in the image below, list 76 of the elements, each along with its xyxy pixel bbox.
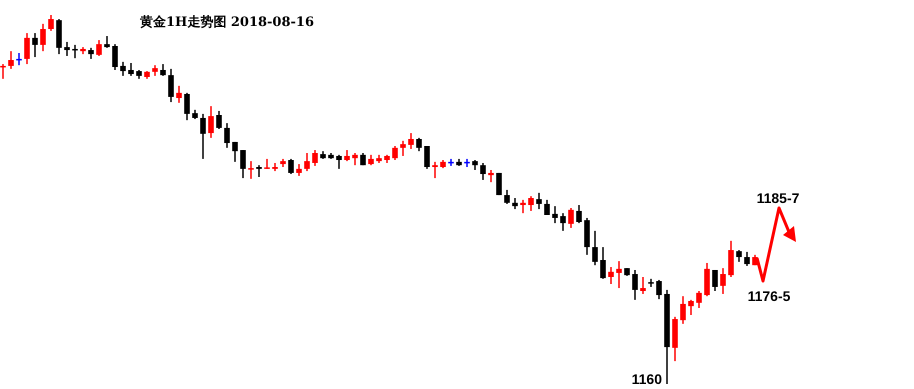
candlestick: [656, 279, 662, 300]
candlestick: [48, 14, 54, 32]
candlestick: [392, 145, 398, 161]
annotation: 1176-5: [748, 288, 791, 304]
candlestick: [224, 122, 230, 149]
candlestick: [240, 149, 246, 179]
candlestick: [616, 260, 622, 289]
candlestick: [352, 152, 358, 166]
candlestick: [296, 163, 302, 177]
candlestick: [480, 162, 486, 181]
candlestick: [176, 85, 182, 104]
candlestick: [744, 251, 750, 267]
candlestick: [368, 154, 374, 166]
candlestick: [680, 295, 686, 325]
candlestick: [552, 205, 558, 224]
candlestick: [344, 149, 350, 162]
candlestick: [64, 41, 70, 57]
candlestick: [312, 149, 318, 167]
candlestick: [120, 61, 126, 77]
candlestick: [632, 269, 638, 301]
candlestick: [720, 267, 726, 295]
candlestick: [152, 64, 158, 77]
annotation: 1185-7: [756, 190, 800, 206]
candlestick: [216, 110, 222, 130]
candlestick: [336, 154, 342, 170]
candlestick: [8, 50, 14, 70]
candlestick: [432, 161, 438, 179]
candlestick: [592, 230, 598, 266]
candlestick: [488, 169, 494, 183]
candlestick: [696, 290, 702, 309]
candlestick: [408, 132, 414, 150]
candlestick: [712, 269, 718, 292]
candlestick: [640, 276, 646, 295]
candlestick: [24, 32, 30, 65]
candlestick: [360, 152, 366, 166]
candlestick: [576, 204, 582, 224]
candlestick: [32, 32, 38, 58]
candlestick: [536, 192, 542, 210]
candlestick: [200, 113, 206, 160]
candlestick: [16, 52, 22, 66]
candlestick: [160, 63, 166, 77]
candlestick: [184, 92, 190, 121]
candlestick: [40, 23, 46, 52]
candlestick: [608, 266, 614, 285]
candlestick: [568, 207, 574, 229]
candlestick: [232, 141, 238, 163]
candlestick: [528, 195, 534, 212]
candlestick: [288, 158, 294, 175]
candlestick: [208, 105, 214, 139]
candlestick: [688, 299, 694, 316]
candlestick: [304, 152, 310, 172]
candlestick: [424, 145, 430, 170]
candlestick: [88, 47, 94, 60]
candlestick: [560, 212, 566, 232]
candlestick: [256, 164, 262, 178]
candlestick: [104, 35, 110, 49]
chart-title: 黄金1H走势图 2018-08-16: [139, 14, 314, 30]
candlestick: [600, 246, 606, 280]
candlestick: [248, 160, 254, 180]
candlestick: [96, 39, 102, 57]
candlestick: [512, 197, 518, 210]
candlestick: [504, 189, 510, 205]
candlestick: [520, 199, 526, 214]
candlestick: [128, 62, 134, 77]
candlestick: [264, 158, 270, 170]
candlestick: [0, 63, 6, 80]
candlestick: [416, 137, 422, 152]
candlestick: [112, 43, 118, 71]
candlestick: [400, 140, 406, 157]
candlestick: [168, 68, 174, 103]
candlestick: [472, 159, 478, 171]
candlestick: [192, 109, 198, 120]
candlestick: [72, 44, 78, 59]
annotation: 1160: [632, 371, 662, 387]
candlestick: [736, 249, 742, 263]
candlestick: [544, 199, 550, 216]
